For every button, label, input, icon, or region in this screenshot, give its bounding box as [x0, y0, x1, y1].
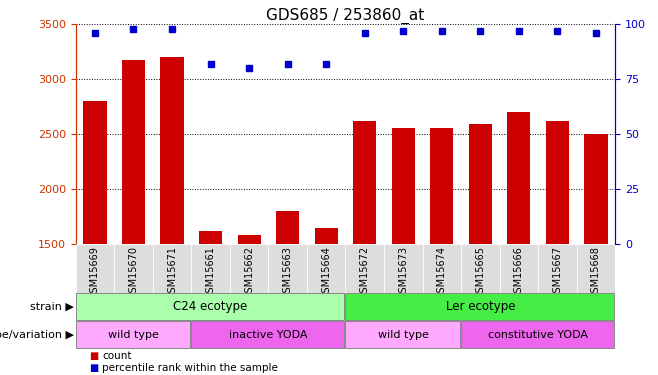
Text: wild type: wild type: [108, 330, 159, 340]
Text: wild type: wild type: [378, 330, 429, 340]
FancyBboxPatch shape: [345, 293, 614, 320]
FancyBboxPatch shape: [76, 244, 114, 292]
FancyBboxPatch shape: [461, 321, 614, 348]
Bar: [238, 235, 261, 244]
FancyBboxPatch shape: [499, 244, 538, 292]
Text: GSM15668: GSM15668: [591, 246, 601, 299]
Bar: [84, 101, 107, 244]
FancyBboxPatch shape: [538, 244, 576, 292]
Text: ■: ■: [89, 363, 98, 373]
FancyBboxPatch shape: [153, 244, 191, 292]
Text: GSM15672: GSM15672: [360, 246, 370, 299]
Text: GSM15667: GSM15667: [553, 246, 563, 299]
Text: GSM15666: GSM15666: [514, 246, 524, 299]
Text: GSM15665: GSM15665: [475, 246, 486, 299]
FancyBboxPatch shape: [76, 293, 344, 320]
Bar: [507, 112, 530, 244]
FancyBboxPatch shape: [345, 321, 460, 348]
Text: constitutive YODA: constitutive YODA: [488, 330, 588, 340]
Text: inactive YODA: inactive YODA: [229, 330, 308, 340]
FancyBboxPatch shape: [461, 244, 499, 292]
Text: GSM15663: GSM15663: [283, 246, 293, 299]
FancyBboxPatch shape: [191, 244, 230, 292]
FancyBboxPatch shape: [384, 244, 422, 292]
Text: GSM15673: GSM15673: [398, 246, 408, 299]
FancyBboxPatch shape: [345, 244, 384, 292]
Text: GSM15671: GSM15671: [167, 246, 177, 299]
Text: C24 ecotype: C24 ecotype: [174, 300, 247, 313]
Text: Ler ecotype: Ler ecotype: [445, 300, 515, 313]
Bar: [584, 134, 607, 244]
FancyBboxPatch shape: [114, 244, 153, 292]
Text: GSM15661: GSM15661: [205, 246, 216, 299]
FancyBboxPatch shape: [76, 321, 190, 348]
Text: GSM15674: GSM15674: [437, 246, 447, 299]
Bar: [468, 124, 492, 244]
Text: GSM15669: GSM15669: [90, 246, 100, 299]
Text: GSM15670: GSM15670: [128, 246, 138, 299]
Text: GSM15662: GSM15662: [244, 246, 254, 299]
FancyBboxPatch shape: [191, 321, 344, 348]
Bar: [546, 122, 569, 244]
Text: GSM15664: GSM15664: [321, 246, 331, 299]
FancyBboxPatch shape: [422, 244, 461, 292]
Bar: [315, 228, 338, 244]
FancyBboxPatch shape: [576, 244, 615, 292]
Text: percentile rank within the sample: percentile rank within the sample: [102, 363, 278, 373]
Text: count: count: [102, 351, 132, 361]
FancyBboxPatch shape: [268, 244, 307, 292]
Bar: [276, 211, 299, 244]
Bar: [353, 121, 376, 244]
Bar: [199, 231, 222, 244]
Bar: [122, 60, 145, 244]
Bar: [430, 128, 453, 244]
Title: GDS685 / 253860_at: GDS685 / 253860_at: [266, 8, 424, 24]
Text: strain ▶: strain ▶: [30, 302, 74, 312]
Text: ■: ■: [89, 351, 98, 361]
Bar: [161, 57, 184, 244]
Text: genotype/variation ▶: genotype/variation ▶: [0, 330, 74, 340]
FancyBboxPatch shape: [307, 244, 345, 292]
FancyBboxPatch shape: [230, 244, 268, 292]
Bar: [392, 128, 415, 244]
